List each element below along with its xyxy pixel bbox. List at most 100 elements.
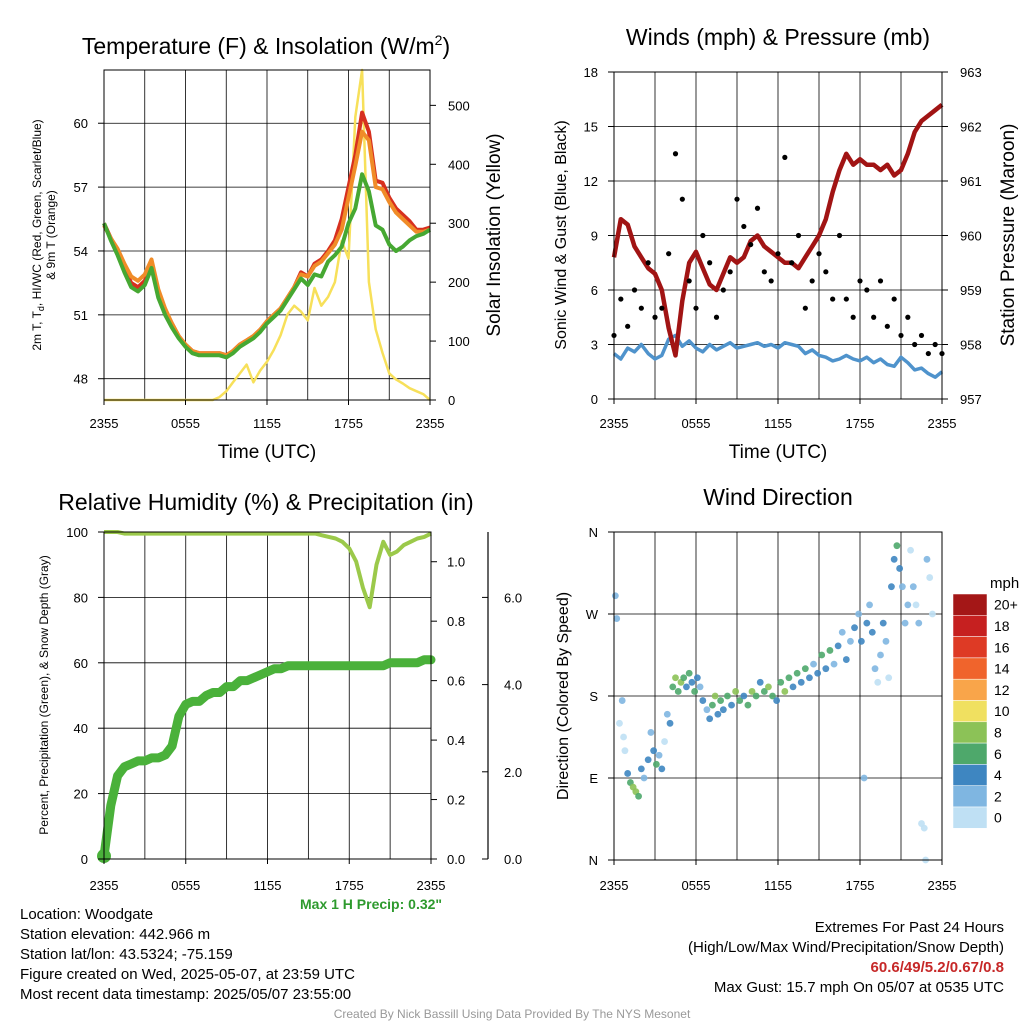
direction-point — [637, 765, 645, 773]
direction-point — [785, 674, 793, 682]
gust-point — [809, 278, 815, 284]
temperature-ytick-label: 48 — [74, 372, 88, 387]
direction-point — [777, 678, 785, 686]
direction-point — [666, 719, 674, 727]
humidity-ytick-label: 60 — [74, 656, 88, 671]
direction-point — [652, 760, 660, 768]
speed-legend-swatch — [952, 742, 988, 765]
direction-point — [618, 697, 626, 704]
precip-ytick-label: 0.2 — [447, 793, 465, 808]
direction-point — [748, 688, 756, 695]
gust-point — [727, 269, 733, 275]
direction-point — [613, 615, 621, 622]
winds-ytick-label: 9 — [591, 229, 598, 244]
precip-ytick-label: 0.0 — [447, 852, 465, 867]
direction-point — [842, 656, 850, 663]
direction-point — [728, 701, 735, 709]
speed-legend-label: 18 — [994, 618, 1010, 634]
winds-panel: Winds (mph) & Pressure (mb) 2355 0555 1155… — [553, 24, 1019, 463]
direction-point — [650, 747, 658, 755]
direction-point — [655, 751, 663, 759]
winds-xtick-label: 2355 — [600, 416, 629, 431]
gust-point — [836, 232, 843, 239]
station-location: Location: Woodgate — [20, 906, 154, 923]
direction-point — [871, 665, 879, 673]
gust-point — [679, 196, 685, 202]
gust-point — [857, 278, 863, 284]
direction-series — [611, 542, 936, 864]
max-precip-label: Max 1 H Precip: 0.32" — [300, 896, 443, 912]
direction-point — [685, 669, 693, 677]
speed-legend-label: 4 — [994, 767, 1002, 783]
speed-legend-label: 2 — [994, 788, 1002, 804]
temperature-axes: 2355 0555 1155 1755 2355 48 51 54 57 60 0 100 200 300… — [74, 98, 470, 431]
direction-point — [793, 669, 801, 677]
direction-point — [683, 683, 690, 691]
direction-ytick-label: N — [589, 853, 598, 868]
direction-panel: Wind Direction 2355 0555 1155 1755 2355NWSEN… — [555, 484, 1019, 893]
direction-point — [888, 583, 895, 591]
gust-point — [925, 350, 931, 357]
speed-legend-swatch — [952, 764, 988, 786]
extremes-info: Extremes For Past 24 Hours (High/Low/Max… — [688, 918, 1004, 998]
gust-point — [905, 314, 911, 320]
direction-point — [810, 660, 817, 668]
direction-point — [929, 610, 936, 618]
gust-point — [768, 278, 774, 284]
direction-point — [882, 637, 890, 645]
gust-point — [912, 341, 918, 348]
winds-ytick-label: 6 — [591, 283, 598, 298]
gust-point — [748, 241, 754, 248]
recent-timestamp: Most recent data timestamp: 2025/05/07 2… — [20, 986, 352, 1003]
humidity-axes: 2355 0555 1155 1755 23550204060801000.00.20.… — [66, 525, 522, 893]
direction-point — [789, 683, 797, 691]
humidity-ytick-label: 80 — [74, 590, 88, 605]
gust-point — [645, 260, 651, 266]
winds-series — [611, 102, 945, 379]
pressure-ytick-label: 961 — [960, 174, 982, 189]
direction-point — [688, 678, 696, 686]
max-gust: Max Gust: 15.7 mph On 05/07 at 0535 UTC — [713, 979, 1004, 996]
direction-point — [893, 542, 901, 550]
speed-legend-label: 0 — [994, 810, 1002, 826]
direction-point — [661, 738, 668, 745]
speed-legend-swatch — [952, 657, 988, 680]
direction-point — [709, 701, 716, 709]
pressure-line — [611, 102, 944, 358]
direction-point — [672, 674, 679, 682]
direction-point — [863, 619, 871, 627]
direction-point — [926, 574, 934, 581]
humidity-ylabel: Percent, Precipitation (Green), & Snow D… — [37, 555, 51, 834]
speed-legend-label: 12 — [994, 682, 1010, 698]
direction-point — [781, 688, 789, 695]
temperature-xlabel: Time (UTC) — [218, 442, 317, 463]
direction-point — [680, 674, 688, 682]
credit-line: Created By Nick Bassill Using Data Provi… — [333, 1007, 691, 1021]
direction-point — [620, 733, 627, 741]
direction-xtick-label: 1155 — [764, 878, 792, 893]
pressure-ylabel: Station Pressure (Maroon) — [998, 124, 1019, 347]
speed-legend-label: 10 — [994, 703, 1010, 719]
extremes-subtitle: (High/Low/Max Wind/Precipitation/Snow De… — [688, 939, 1004, 956]
direction-point — [814, 669, 822, 677]
direction-point — [855, 610, 863, 618]
speed-legend-swatch — [952, 593, 988, 616]
temperature-xtick-label: 1755 — [334, 416, 363, 431]
direction-point — [769, 692, 776, 700]
humidity-xtick-label: 1155 — [254, 878, 282, 893]
direction-point — [909, 583, 917, 591]
direction-point — [826, 647, 834, 654]
temperature-ylabel: 2m T, Td, HI/WC (Red, Green, Scarlet/Blu… — [30, 119, 46, 350]
speed-legend-label: 14 — [994, 661, 1010, 677]
humidity-series — [97, 530, 436, 864]
insolation-ytick-label: 100 — [448, 334, 470, 349]
humidity-ytick-label: 40 — [74, 721, 88, 736]
direction-point — [724, 692, 731, 700]
gust-point — [693, 305, 699, 311]
direction-point — [874, 678, 882, 686]
precip-line — [99, 655, 436, 861]
direction-ytick-label: S — [589, 689, 598, 704]
gust-point — [631, 287, 638, 293]
speed-legend-swatch — [952, 615, 988, 637]
direction-point — [818, 651, 826, 659]
